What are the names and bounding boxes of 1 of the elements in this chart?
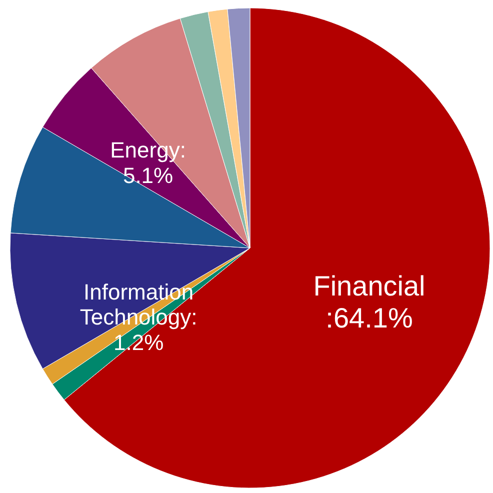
data-label: Financial :64.1% [313, 270, 426, 334]
